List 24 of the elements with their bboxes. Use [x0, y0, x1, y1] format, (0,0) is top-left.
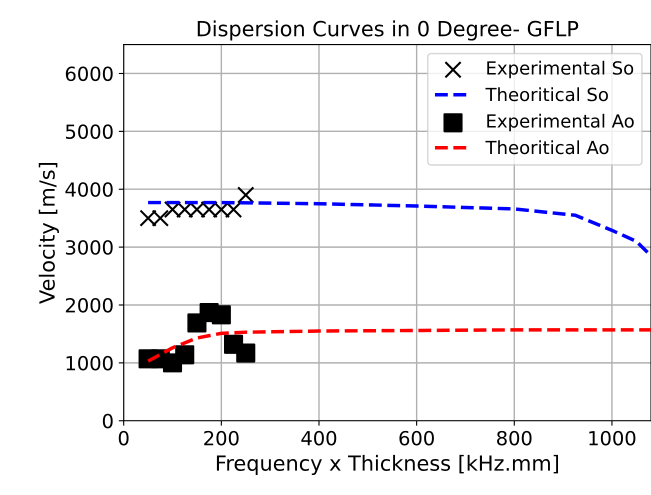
x-axis-title: Frequency x Thickness [kHz.mm] — [216, 454, 558, 476]
x-tick-label: 400 — [301, 430, 336, 446]
x-tick-label: 0 — [118, 430, 129, 446]
x-tick-label: 600 — [399, 430, 434, 446]
point — [236, 343, 256, 363]
x-tick-label: 800 — [497, 430, 532, 446]
legend-label: Experimental So — [487, 60, 634, 78]
point — [175, 345, 194, 364]
legend-label: Theoritical So — [485, 87, 608, 102]
y-axis-title: Velocity [m/s] — [38, 163, 59, 304]
x-tick-label: 1000 — [589, 430, 636, 446]
y-tick-label: 3000 — [66, 240, 113, 255]
point — [237, 186, 254, 204]
y-tick-label: 6000 — [66, 66, 113, 82]
y-tick-label: 4000 — [65, 182, 113, 197]
legend-label: Theoritical Ao — [485, 140, 609, 154]
y-tick-label: 0 — [102, 414, 113, 428]
y-tick-label: 2000 — [66, 298, 113, 313]
chart-title: Dispersion Curves in 0 Degree- GFLP — [198, 20, 578, 41]
legend-label: Experimental Ao — [487, 114, 634, 132]
y-tick-label: 5000 — [66, 124, 113, 140]
x-tick-label: 200 — [204, 430, 239, 446]
y-tick-label: 1000 — [66, 356, 113, 371]
point — [212, 305, 231, 324]
